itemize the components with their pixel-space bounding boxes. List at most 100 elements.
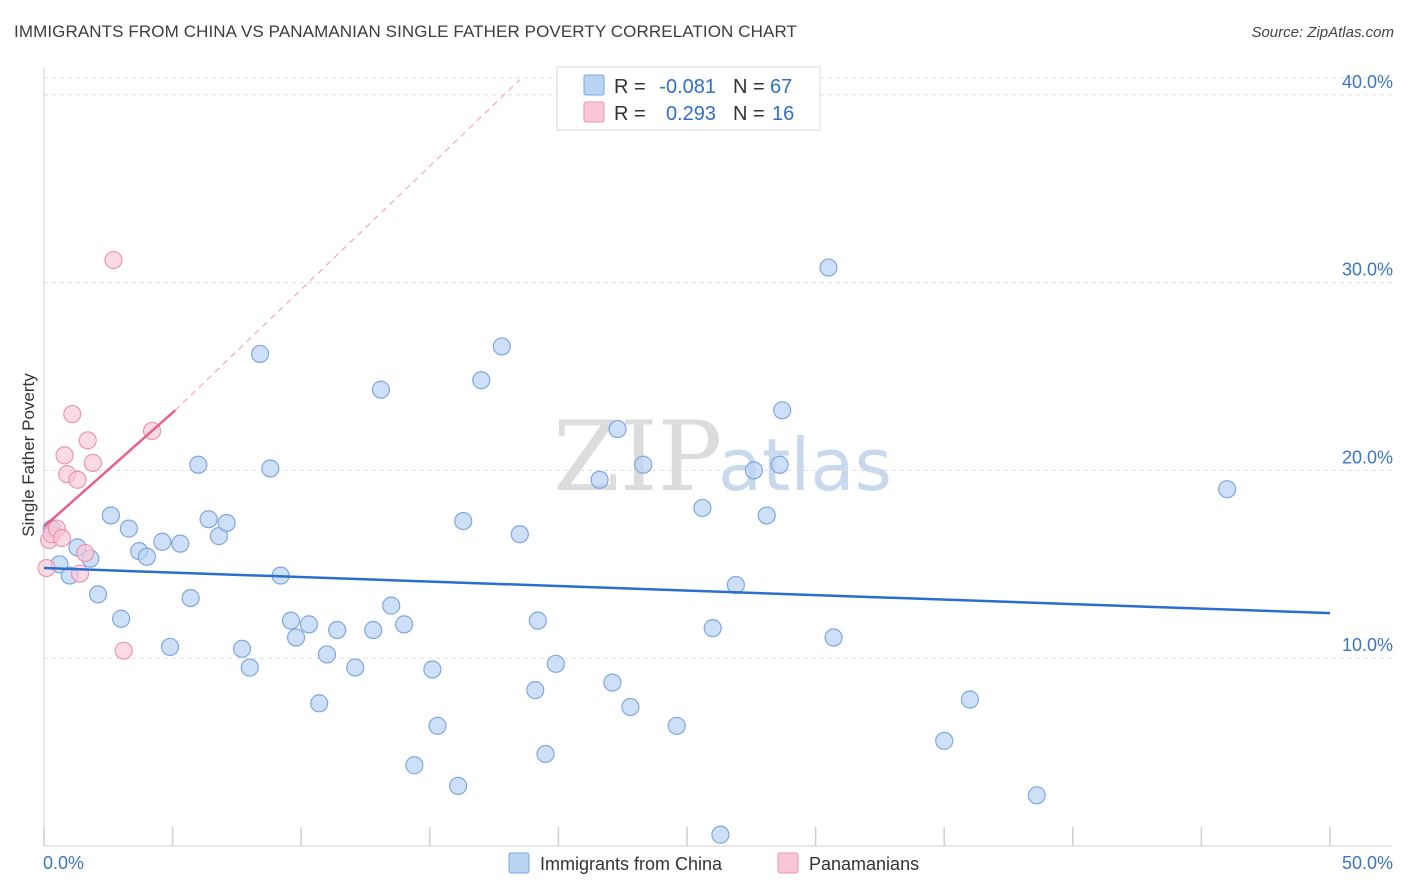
point-china [112, 609, 131, 628]
point-china [250, 344, 270, 364]
point-china [744, 461, 763, 480]
point-china [101, 506, 120, 525]
x-axis-ticks [43, 827, 1331, 846]
point-china [667, 716, 686, 735]
point-china [935, 731, 954, 750]
y-tick-label: 10.0% [1342, 635, 1393, 655]
point-panamanian [114, 641, 133, 660]
point-china [181, 588, 200, 608]
point-china [428, 716, 447, 735]
point-china [492, 337, 511, 356]
point-china [711, 825, 730, 844]
trend-line-china [43, 566, 1331, 615]
point-china [693, 498, 712, 518]
point-china [171, 534, 190, 553]
y-axis-tick-labels: 10.0% 20.0% 30.0% 40.0% [1342, 72, 1393, 655]
point-china [590, 470, 609, 489]
point-panamanian [78, 431, 97, 450]
point-panamanian [70, 564, 90, 583]
point-panamanian [68, 470, 87, 489]
point-china [160, 637, 180, 657]
point-china [299, 615, 319, 634]
trend-line-panamanians-extended [174, 79, 521, 411]
correlation-legend: R = -0.081 N = 67 R = 0.293 N = 16 [556, 66, 821, 131]
gridlines [44, 77, 1392, 659]
point-china [423, 660, 442, 679]
point-panamanian [76, 543, 95, 563]
point-china [773, 401, 792, 420]
point-china [454, 511, 473, 531]
point-china [371, 380, 391, 399]
point-china [634, 455, 653, 474]
legend-n-label: N = [733, 76, 765, 98]
point-china [536, 744, 555, 764]
point-china [757, 506, 776, 525]
point-china [770, 455, 789, 474]
point-china [137, 547, 156, 566]
point-china [189, 455, 208, 474]
point-china [528, 611, 547, 630]
point-china [405, 756, 424, 775]
point-china [448, 776, 468, 796]
point-china [328, 620, 347, 640]
point-china [546, 654, 565, 673]
point-china [119, 519, 138, 538]
point-china [603, 673, 622, 692]
point-china [232, 639, 252, 658]
point-china [703, 619, 722, 638]
legend-swatch-panamanians [583, 101, 605, 123]
point-china [317, 645, 337, 664]
point-china [1218, 480, 1237, 499]
y-axis-label: Single Father Poverty [19, 373, 38, 537]
trend-lines [43, 79, 1331, 615]
y-tick-label: 30.0% [1342, 260, 1393, 280]
x-tick-label-min: 0.0% [43, 853, 84, 873]
point-china [310, 694, 329, 713]
point-china [394, 615, 414, 634]
point-panamanian [55, 446, 74, 465]
point-china [382, 596, 401, 615]
legend-r-value: -0.081 [659, 76, 716, 98]
bottom-legend-swatch-panamanians [777, 852, 799, 874]
point-china [472, 371, 491, 390]
y-tick-label: 40.0% [1342, 72, 1393, 92]
series-panamanians [37, 250, 162, 660]
point-china [261, 459, 280, 478]
chart-title: IMMIGRANTS FROM CHINA VS PANAMANIAN SING… [14, 22, 797, 41]
point-china [960, 690, 980, 709]
bottom-legend-swatch-china [508, 852, 530, 874]
series-legend: Immigrants from China Panamanians [508, 852, 919, 874]
point-china [819, 258, 838, 277]
legend-r-label: R = [614, 103, 646, 125]
point-china [608, 419, 627, 439]
legend-n-value: 67 [770, 76, 792, 98]
y-tick-label: 20.0% [1342, 447, 1393, 467]
watermark-atlas: atlas [718, 423, 892, 507]
bottom-legend-label-panamanians: Panamanians [809, 854, 919, 874]
point-china [217, 513, 236, 533]
legend-n-value: 16 [772, 103, 794, 125]
x-tick-label-max: 50.0% [1342, 853, 1393, 873]
trend-line-panamanians [43, 409, 177, 528]
point-china [1027, 786, 1046, 805]
point-china [88, 585, 108, 604]
point-china [153, 532, 172, 551]
legend-r-value: 0.293 [666, 103, 716, 125]
legend-r-label: R = [614, 76, 646, 98]
bottom-legend-label-china: Immigrants from China [540, 854, 723, 874]
point-china [240, 658, 259, 677]
legend-n-label: N = [733, 103, 765, 125]
source-label: Source: ZipAtlas.com [1251, 24, 1394, 41]
point-china [364, 620, 383, 640]
point-panamanian [52, 528, 72, 548]
point-china [281, 611, 301, 630]
point-china [621, 697, 640, 717]
point-china [286, 628, 306, 647]
point-panamanian [63, 404, 82, 424]
point-china [346, 658, 365, 677]
legend-swatch-china [583, 74, 605, 96]
point-panamanian [104, 250, 123, 270]
point-panamanian [83, 453, 102, 472]
point-china [824, 628, 843, 647]
